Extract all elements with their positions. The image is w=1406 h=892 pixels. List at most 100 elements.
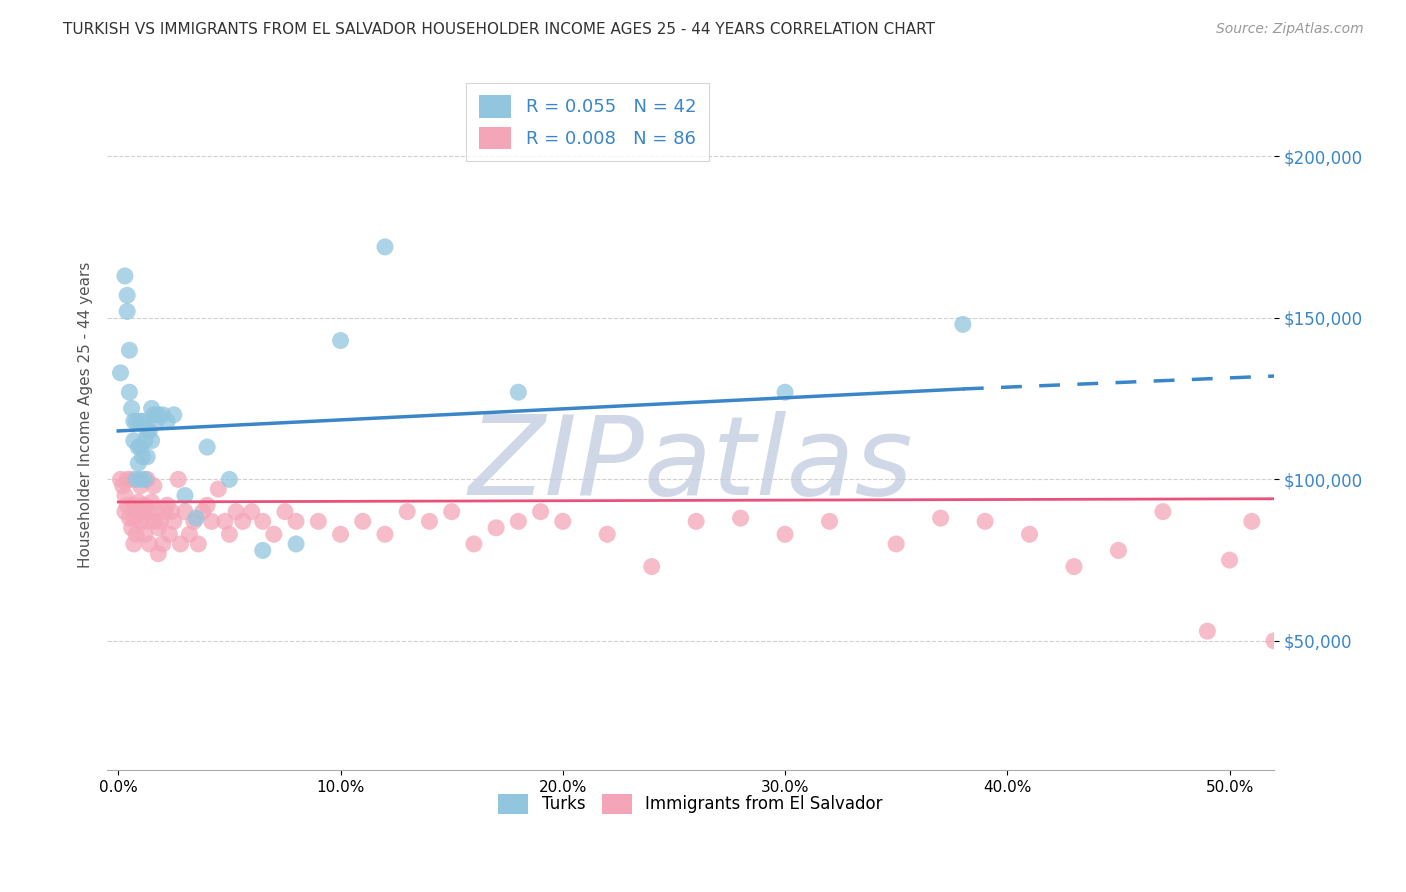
Point [1018,527,1040,541]
Point [115,472,138,486]
Point [187,537,209,551]
Text: ZIPatlas: ZIPatlas [468,411,912,518]
Point [111,479,134,493]
Point [141,401,163,416]
Point [551,514,574,528]
Point [145,505,167,519]
Point [184,511,207,525]
Point [121,472,143,486]
Point [148,521,170,535]
Point [152,537,174,551]
Point [122,511,145,525]
Text: TURKISH VS IMMIGRANTS FROM EL SALVADOR HOUSEHOLDER INCOME AGES 25 - 44 YEARS COR: TURKISH VS IMMIGRANTS FROM EL SALVADOR H… [63,22,935,37]
Point [352,514,374,528]
Point [1263,633,1285,648]
Point [118,511,141,525]
Point [225,505,247,519]
Point [252,514,274,528]
Point [138,424,160,438]
Point [132,450,155,464]
Point [134,472,156,486]
Point [329,334,352,348]
Point [232,514,254,528]
Legend: Turks, Immigrants from El Salvador: Turks, Immigrants from El Salvador [486,782,894,826]
Point [136,424,159,438]
Point [1197,624,1219,639]
Point [191,505,214,519]
Point [730,511,752,525]
Point [163,514,186,528]
Point [329,527,352,541]
Point [129,479,152,493]
Point [152,408,174,422]
Point [129,440,152,454]
Point [773,385,796,400]
Point [773,527,796,541]
Point [183,514,205,528]
Point [132,414,155,428]
Point [110,366,132,380]
Point [122,537,145,551]
Point [884,537,907,551]
Point [529,505,551,519]
Point [163,408,186,422]
Point [440,505,463,519]
Point [121,521,143,535]
Point [156,414,179,428]
Point [129,414,152,428]
Point [307,514,329,528]
Point [157,527,180,541]
Point [1107,543,1129,558]
Point [142,408,165,422]
Point [218,472,240,486]
Point [485,521,508,535]
Point [127,440,149,454]
Point [285,514,308,528]
Point [141,434,163,448]
Point [142,514,165,528]
Point [508,514,530,528]
Point [596,527,619,541]
Point [274,505,297,519]
Point [240,505,263,519]
Point [148,408,170,422]
Point [118,343,141,358]
Point [114,268,136,283]
Point [138,537,160,551]
Point [195,498,218,512]
Point [114,489,136,503]
Point [285,537,308,551]
Point [418,514,440,528]
Point [136,514,159,528]
Point [118,385,141,400]
Point [179,527,201,541]
Point [218,527,240,541]
Point [129,472,152,486]
Point [641,559,664,574]
Point [129,514,152,528]
Point [153,505,176,519]
Point [263,527,285,541]
Point [141,495,163,509]
Point [214,514,236,528]
Y-axis label: Householder Income Ages 25 - 44 years: Householder Income Ages 25 - 44 years [79,261,93,568]
Point [685,514,707,528]
Point [134,527,156,541]
Point [127,505,149,519]
Point [125,505,148,519]
Point [252,543,274,558]
Point [160,505,183,519]
Point [156,498,179,512]
Point [132,505,155,519]
Point [136,472,159,486]
Point [115,304,138,318]
Point [145,414,167,428]
Point [122,434,145,448]
Point [138,505,160,519]
Point [1240,514,1263,528]
Point [929,511,952,525]
Point [195,440,218,454]
Point [167,472,190,486]
Point [463,537,485,551]
Point [952,318,974,332]
